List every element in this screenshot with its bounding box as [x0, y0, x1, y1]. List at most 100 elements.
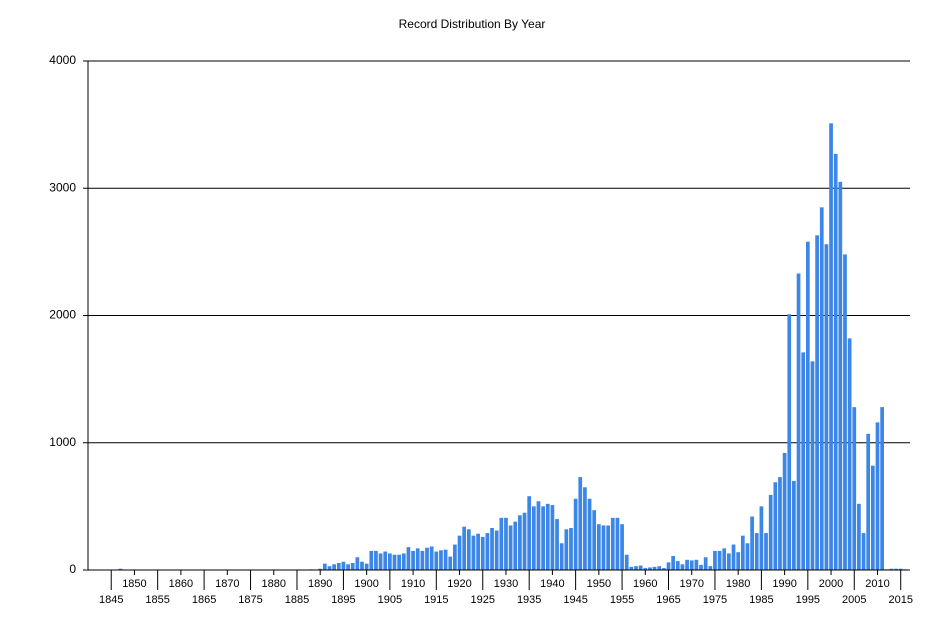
bar [527, 496, 532, 570]
bar [494, 530, 499, 570]
x-tick-label: 2000 [819, 578, 843, 590]
bar [341, 561, 346, 570]
bar [569, 528, 573, 570]
bar [471, 535, 476, 570]
x-tick-label: 1970 [679, 578, 703, 590]
bar [425, 547, 429, 570]
bar [801, 352, 806, 570]
bar [740, 535, 745, 570]
x-tick-label: 1955 [610, 594, 634, 606]
x-tick-label: 1865 [192, 594, 216, 606]
bar [870, 465, 875, 570]
x-tick-label: 1935 [517, 594, 541, 606]
bar [875, 422, 880, 570]
bar [448, 556, 453, 570]
bar [894, 568, 898, 570]
bar [731, 544, 736, 570]
bar [624, 554, 629, 570]
x-tick-label: 1980 [726, 578, 750, 590]
bar [703, 557, 708, 570]
bar [601, 525, 606, 570]
y-tick-label: 1000 [49, 435, 76, 449]
bar [480, 536, 485, 570]
x-tick-label: 1870 [215, 578, 239, 590]
bar [620, 524, 624, 570]
bar [420, 550, 425, 570]
x-tick-label: 1995 [796, 594, 820, 606]
bar [397, 554, 402, 570]
bar [573, 498, 578, 570]
bar [847, 338, 852, 570]
bar [336, 563, 341, 570]
bar [833, 153, 838, 570]
bar [778, 477, 782, 570]
bar [485, 533, 490, 570]
bar [332, 564, 336, 570]
bar [508, 525, 513, 570]
bar [745, 543, 750, 570]
x-tick-label: 1880 [262, 578, 286, 590]
x-tick-label: 1960 [633, 578, 657, 590]
bar [536, 501, 541, 570]
x-tick-label: 2015 [888, 594, 912, 606]
bar [504, 517, 508, 570]
bar [722, 548, 727, 570]
bar [406, 547, 411, 570]
bar [824, 244, 829, 571]
bar [118, 568, 123, 570]
bar [838, 181, 843, 570]
x-tick-label: 1905 [378, 594, 402, 606]
bar [522, 512, 527, 570]
bar [550, 505, 555, 570]
bar [829, 123, 833, 570]
bar [513, 521, 518, 570]
x-tick-label: 1850 [122, 578, 146, 590]
bar [453, 544, 457, 570]
x-tick-label: 1920 [447, 578, 471, 590]
bar [596, 524, 601, 570]
bar [750, 516, 754, 570]
x-tick-label: 1925 [471, 594, 495, 606]
bar [545, 503, 550, 570]
bar [615, 517, 620, 570]
x-tick-label: 1940 [540, 578, 564, 590]
y-tick-label: 0 [69, 562, 76, 576]
bar [606, 525, 610, 570]
x-tick-label: 1930 [494, 578, 518, 590]
bar [852, 407, 857, 570]
bar [810, 361, 815, 570]
bar [531, 506, 536, 570]
bar [764, 533, 768, 570]
bar [401, 553, 406, 570]
bar [773, 482, 778, 570]
bar [318, 568, 323, 570]
x-tick-label: 2005 [842, 594, 866, 606]
x-tick-label: 1845 [99, 594, 123, 606]
bar [815, 235, 819, 570]
bar [694, 559, 699, 570]
bar [518, 515, 522, 570]
bar [861, 533, 866, 570]
bar [629, 566, 634, 570]
bar [499, 517, 504, 570]
bar [476, 533, 480, 570]
bar [564, 529, 569, 570]
bar [699, 564, 703, 570]
bar [383, 551, 388, 570]
bar [541, 506, 545, 570]
x-tick-label: 1975 [703, 594, 727, 606]
bar [685, 559, 689, 570]
x-tick-label: 1990 [772, 578, 796, 590]
bar [857, 503, 861, 570]
bar [587, 498, 592, 570]
bar [889, 568, 894, 570]
bar [592, 510, 597, 570]
x-tick-label: 1945 [563, 594, 587, 606]
bar [350, 563, 355, 570]
bar [346, 564, 350, 570]
bar [610, 517, 615, 570]
bar [559, 543, 564, 570]
bar [555, 519, 559, 570]
bar [583, 487, 587, 570]
